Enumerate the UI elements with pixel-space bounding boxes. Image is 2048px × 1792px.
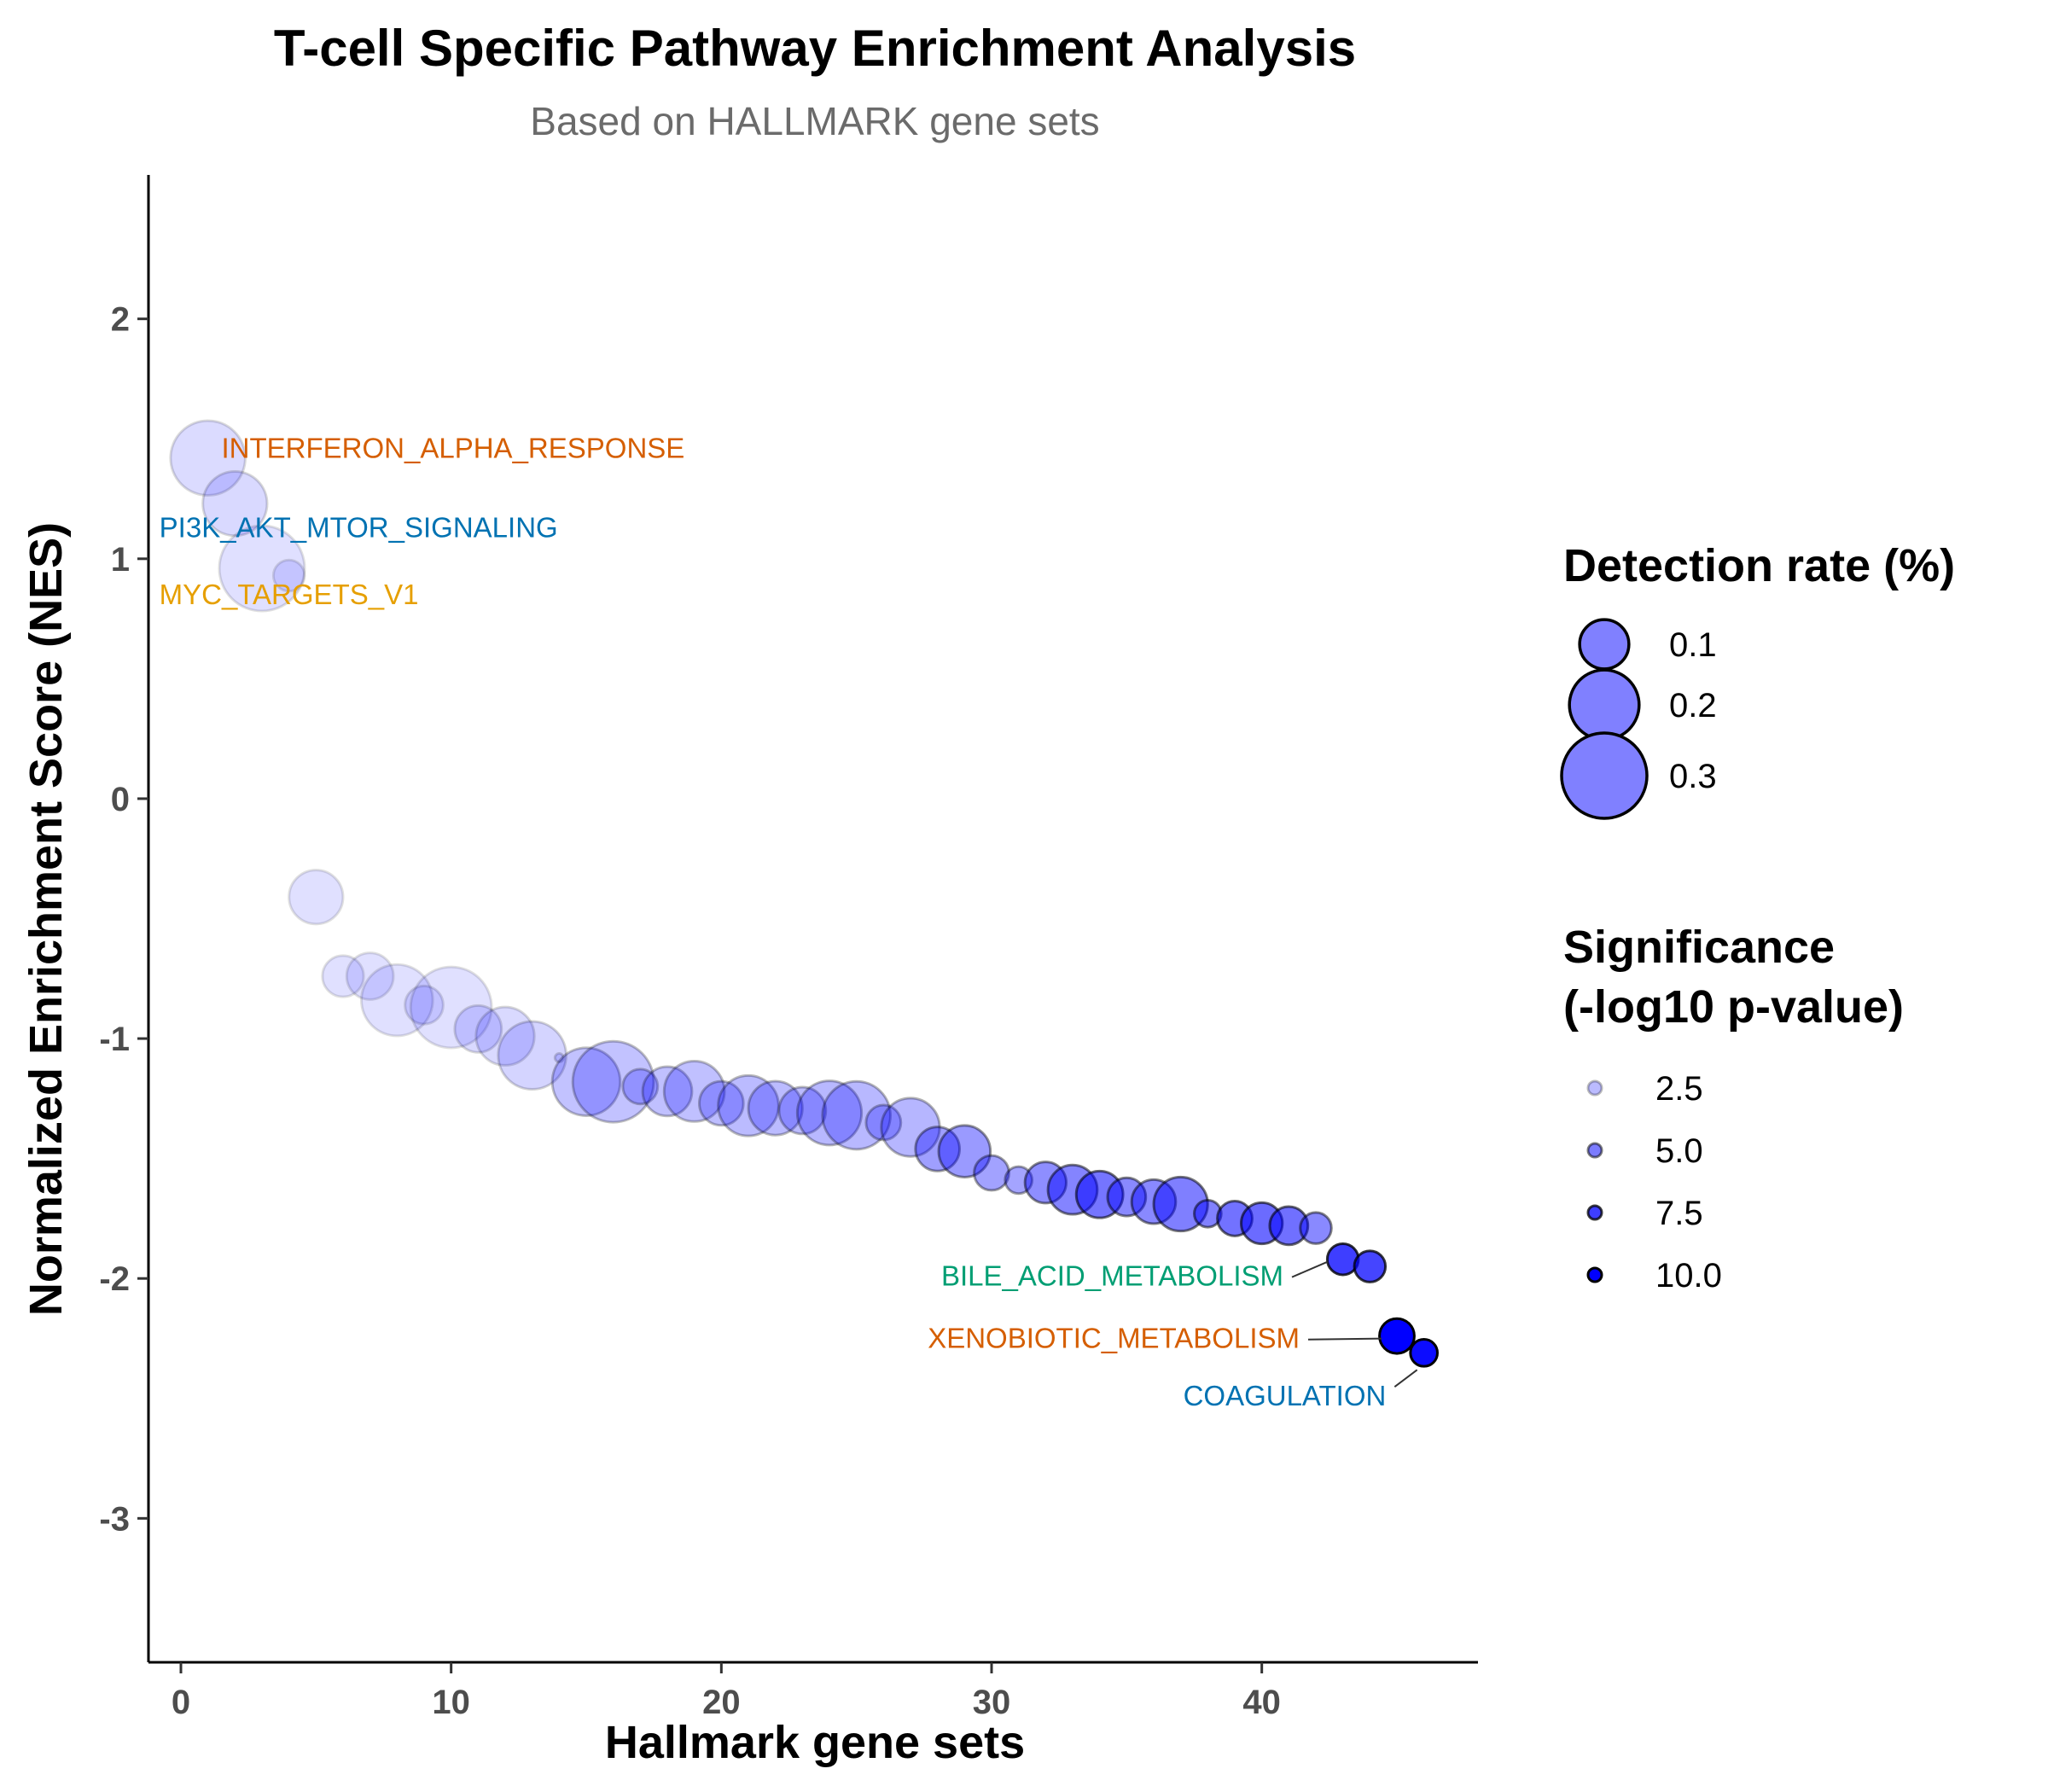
- data-point: [404, 984, 445, 1026]
- data-point: [914, 1126, 961, 1172]
- data-point: [698, 1079, 745, 1127]
- data-point: [288, 869, 345, 926]
- data-point: [571, 1039, 655, 1124]
- y-tick-label: -2: [99, 1260, 130, 1298]
- x-tick-label: 0: [172, 1684, 190, 1721]
- y-ticks: 2 1 0 -1 -2 -3: [99, 301, 148, 1538]
- legend-detection-rate-title: Detection rate (%): [1563, 540, 1955, 591]
- data-point: [550, 1046, 622, 1117]
- legend-size-key: [1578, 618, 1631, 671]
- data-point: [864, 1103, 903, 1142]
- chart-title: T-cell Specific Pathway Enrichment Analy…: [274, 20, 1356, 77]
- data-point: [497, 1020, 567, 1091]
- x-tick-label: 30: [973, 1684, 1011, 1721]
- annotation-label: BILE_ACID_METABOLISM: [941, 1260, 1283, 1292]
- legend-significance-title-line2: (-log10 p-value): [1563, 981, 1904, 1033]
- data-point: [1299, 1211, 1333, 1245]
- data-point: [1409, 1338, 1439, 1368]
- data-point: [621, 1068, 660, 1106]
- annotation-label: PI3K_AKT_MTOR_SIGNALING: [160, 512, 558, 544]
- points-layer: [169, 419, 1439, 1368]
- legend-significance-label: 7.5: [1655, 1195, 1703, 1232]
- x-tick-label: 40: [1242, 1684, 1281, 1721]
- data-point: [880, 1097, 941, 1158]
- legend-significance-label: 2.5: [1655, 1070, 1703, 1108]
- data-point: [662, 1060, 726, 1123]
- annotation-label: XENOBIOTIC_METABOLISM: [928, 1323, 1300, 1354]
- data-point: [1074, 1169, 1125, 1219]
- legend-size-label: 0.2: [1669, 687, 1717, 724]
- data-point: [474, 1005, 536, 1067]
- data-point: [1268, 1205, 1310, 1247]
- x-axis-title: Hallmark gene sets: [605, 1717, 1025, 1768]
- data-point: [641, 1065, 694, 1118]
- data-point: [1378, 1317, 1416, 1355]
- x-tick-label: 10: [432, 1684, 470, 1721]
- data-point: [747, 1079, 804, 1137]
- data-point: [360, 963, 434, 1038]
- data-point: [1353, 1249, 1388, 1283]
- y-axis-title: Normalized Enrichment Score (NES): [20, 522, 72, 1316]
- data-point: [201, 470, 269, 538]
- data-point: [777, 1085, 828, 1136]
- data-point: [821, 1079, 892, 1151]
- annotation-leader-line: [1307, 1337, 1382, 1341]
- legend-significance-key: [1586, 1079, 1603, 1097]
- annotation-label: INTERFERON_ALPHA_RESPONSE: [222, 433, 685, 464]
- data-point: [1004, 1165, 1033, 1196]
- x-tick-label: 20: [702, 1684, 741, 1721]
- legend-significance-key: [1586, 1204, 1603, 1221]
- annotation-label: MYC_TARGETS_V1: [160, 579, 419, 610]
- data-point: [1106, 1176, 1148, 1218]
- annotation-label: COAGULATION: [1184, 1380, 1387, 1411]
- data-point: [453, 1004, 503, 1054]
- data-point: [345, 951, 395, 1001]
- legend-size-key: [1568, 668, 1641, 742]
- data-point: [973, 1154, 1010, 1192]
- annotation-leader-line: [1393, 1369, 1418, 1388]
- data-point: [169, 419, 247, 497]
- data-point: [218, 524, 306, 613]
- legend-significance-title-line1: Significance: [1563, 922, 1835, 973]
- axes: 210-1-2-3 0 10 20 30 40: [99, 175, 1478, 1721]
- y-tick-label: 0: [111, 781, 130, 818]
- legend-significance-key: [1586, 1142, 1603, 1159]
- data-point: [717, 1073, 780, 1137]
- legend-size-label: 0.1: [1669, 626, 1717, 664]
- data-point: [553, 1052, 565, 1064]
- data-point: [795, 1079, 864, 1147]
- legend-significance-key: [1586, 1266, 1603, 1283]
- data-point: [409, 965, 493, 1050]
- legend-size-key: [1560, 731, 1649, 820]
- x-ticks: 0 10 20 30 40: [172, 1662, 1281, 1721]
- y-tick-label: 2: [111, 301, 130, 339]
- legend-size-label: 0.3: [1669, 758, 1717, 795]
- annotations-layer: INTERFERON_ALPHA_RESPONSE PI3K_AKT_MTOR_S…: [160, 433, 1418, 1411]
- chart-subtitle: Based on HALLMARK gene sets: [530, 99, 1099, 143]
- legend-significance: Significance (-log10 p-value) 2.5 5.0 7.5 1…: [1563, 922, 1904, 1295]
- y-tick-label: -1: [99, 1021, 130, 1058]
- legend-detection-rate: Detection rate (%) 0.1 0.2 0.3: [1560, 540, 1955, 820]
- annotation-leader-line: [1291, 1260, 1329, 1278]
- legend-significance-label: 5.0: [1655, 1132, 1703, 1170]
- legend-significance-label: 10.0: [1655, 1257, 1722, 1295]
- data-point: [271, 558, 306, 593]
- data-point: [321, 954, 365, 998]
- y-tick-label: 1: [111, 541, 130, 579]
- y-tick-label: -3: [99, 1500, 130, 1538]
- data-point: [937, 1124, 992, 1178]
